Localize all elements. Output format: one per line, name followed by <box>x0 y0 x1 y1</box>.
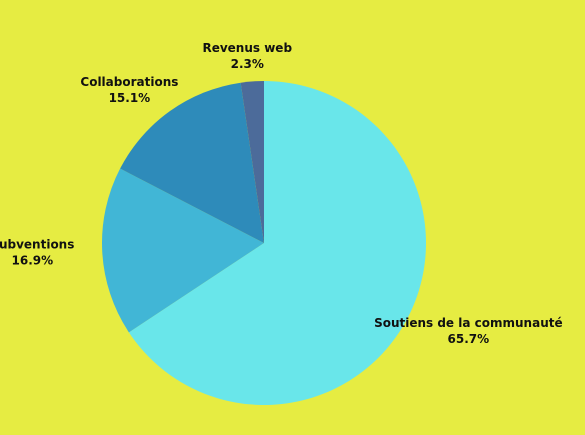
slice-value-label: 65.7% <box>448 332 490 346</box>
slice-label: Subventions <box>0 237 74 251</box>
pie-slice <box>128 81 427 405</box>
slice-value-label: 15.1% <box>109 91 151 105</box>
slice-label: Revenus web <box>202 41 292 55</box>
pie-slice <box>240 81 264 243</box>
pie-slice <box>102 168 264 333</box>
slice-label: Soutiens de la communauté <box>374 316 563 330</box>
slice-value-label: 16.9% <box>12 253 54 267</box>
pie-slice <box>120 82 265 244</box>
slice-value-label: 2.3% <box>231 57 264 71</box>
slice-label: Collaborations <box>80 75 178 89</box>
